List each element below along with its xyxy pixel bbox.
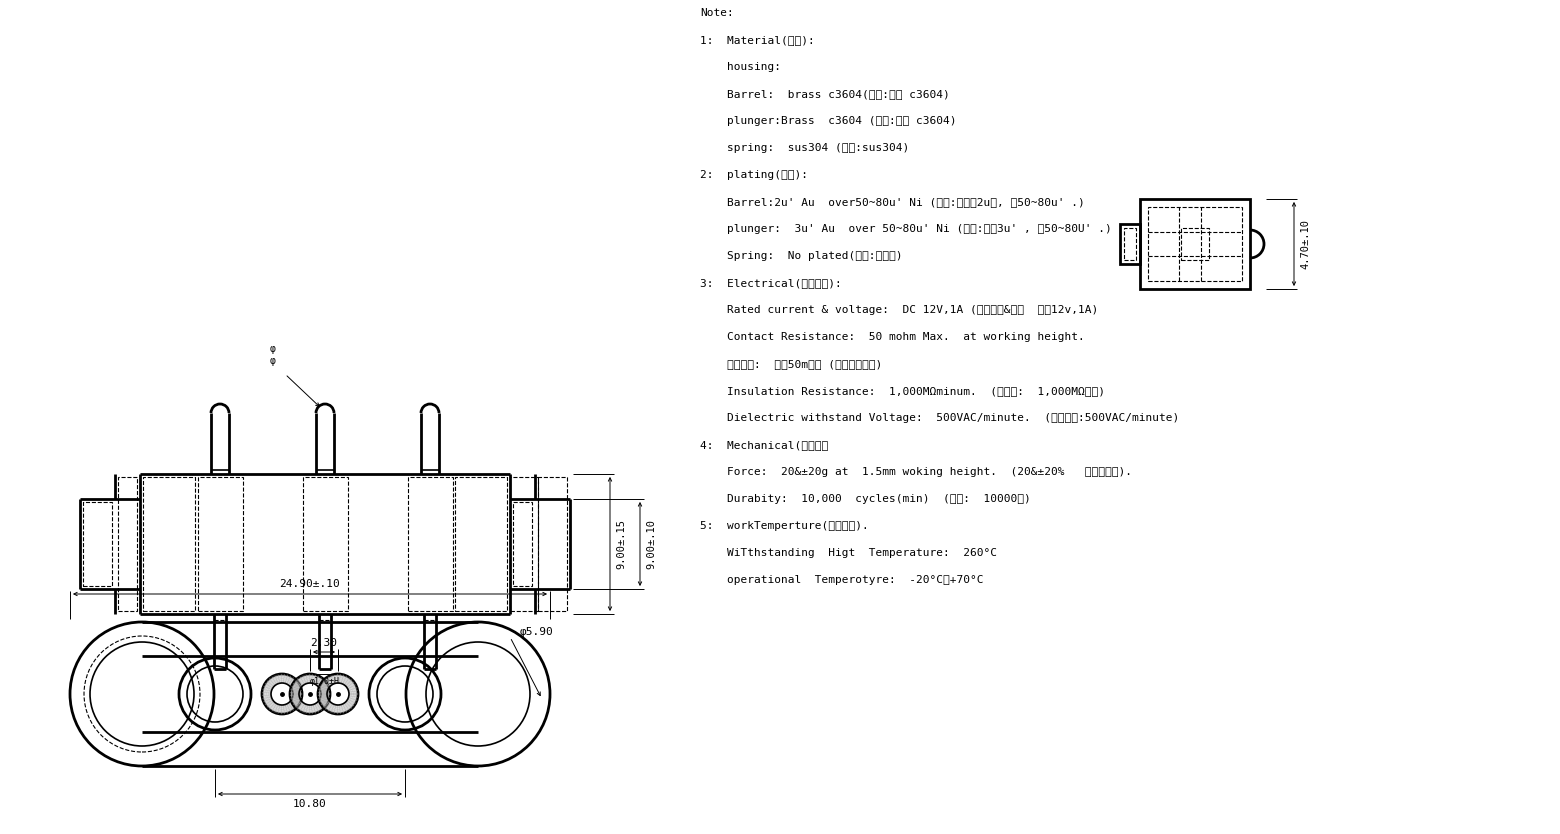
Bar — [538, 477, 566, 611]
Bar — [409, 477, 452, 611]
Text: 2.30: 2.30 — [310, 638, 337, 648]
Text: plunger:Brass  c3604 (材质:黄铜 c3604): plunger:Brass c3604 (材质:黄铜 c3604) — [700, 116, 956, 126]
Text: Force:  20&±20g at  1.5mm woking height.  (20&±20%   在工作行程).: Force: 20&±20g at 1.5mm woking height. (… — [700, 467, 1133, 477]
Text: 接触阻尼:  最大50m欧姆 (在工作行程下): 接触阻尼: 最大50m欧姆 (在工作行程下) — [700, 359, 883, 369]
Bar — [1125, 228, 1136, 260]
Text: 4:  Mechanical(机械指标: 4: Mechanical(机械指标 — [700, 440, 828, 450]
Text: 10.80: 10.80 — [293, 799, 328, 809]
Text: 2:  plating(镰层):: 2: plating(镰层): — [700, 170, 808, 180]
Text: Dielectric withstand Voltage:  500VAC/minute.  (耐尼电压:500VAC/minute): Dielectric withstand Voltage: 500VAC/min… — [700, 413, 1179, 423]
Bar — [456, 477, 507, 611]
Text: Rated current & voltage:  DC 12V,1A (额定电流&电压  直流12v,1A): Rated current & voltage: DC 12V,1A (额定电流… — [700, 305, 1098, 315]
Text: 3:  Electrical(电气指标):: 3: Electrical(电气指标): — [700, 278, 842, 288]
Text: 24.90±.10: 24.90±.10 — [279, 579, 340, 589]
Text: Barrel:  brass c3604(材质:黄铜 c3604): Barrel: brass c3604(材质:黄铜 c3604) — [700, 89, 950, 99]
Text: 9.00±.10: 9.00±.10 — [646, 519, 657, 569]
Text: 5:  workTemperture(工作温度).: 5: workTemperture(工作温度). — [700, 521, 869, 531]
Bar — [1148, 207, 1242, 281]
Text: φ1.0±H: φ1.0±H — [310, 677, 340, 686]
Bar — [1140, 199, 1250, 289]
Bar — [1181, 229, 1209, 259]
Text: Durabity:  10,000  cycles(min)  (寿命:  10000次): Durabity: 10,000 cycles(min) (寿命: 10000次… — [700, 494, 1031, 504]
Text: Spring:  No plated(弹簧:不镀层): Spring: No plated(弹簧:不镀层) — [700, 251, 903, 261]
Bar — [513, 502, 532, 586]
Bar — [83, 502, 112, 586]
Text: Contact Resistance:  50 mohm Max.  at working height.: Contact Resistance: 50 mohm Max. at work… — [700, 332, 1084, 342]
Bar — [303, 477, 348, 611]
Text: spring:  sus304 (弹簧:sus304): spring: sus304 (弹簧:sus304) — [700, 143, 909, 153]
Bar — [510, 477, 538, 611]
Text: 9.00±.15: 9.00±.15 — [616, 519, 626, 569]
Text: Barrel:2u' Au  over50~80u' Ni (材质:镀层金2u厕, 镀50~80u' .): Barrel:2u' Au over50~80u' Ni (材质:镀层金2u厕,… — [700, 197, 1084, 207]
Text: 1:  Material(材料):: 1: Material(材料): — [700, 35, 814, 45]
Bar — [119, 477, 137, 611]
Bar — [1120, 224, 1140, 264]
Text: housing:: housing: — [700, 62, 782, 72]
Text: operational  Temperotyre:  -20°C～+70°C: operational Temperotyre: -20°C～+70°C — [700, 575, 983, 585]
Bar — [144, 477, 195, 611]
Text: Note:: Note: — [700, 8, 733, 18]
Text: plunger:  3u' Au  over 50~80u' Ni (材质:镀层3u' , 镀50~80U' .): plunger: 3u' Au over 50~80u' Ni (材质:镀层3u… — [700, 224, 1112, 234]
Bar — [198, 477, 243, 611]
Text: WiTthstanding  Higt  Temperature:  260°C: WiTthstanding Higt Temperature: 260°C — [700, 548, 997, 558]
Text: Insulation Resistance:  1,000MΩminum.  (绝缘阻:  1,000MΩ以上): Insulation Resistance: 1,000MΩminum. (绝缘… — [700, 386, 1104, 396]
Text: 4.70±.10: 4.70±.10 — [1299, 219, 1310, 269]
Text: φ
φ: φ φ — [270, 344, 275, 366]
Text: φ5.90: φ5.90 — [519, 627, 554, 637]
